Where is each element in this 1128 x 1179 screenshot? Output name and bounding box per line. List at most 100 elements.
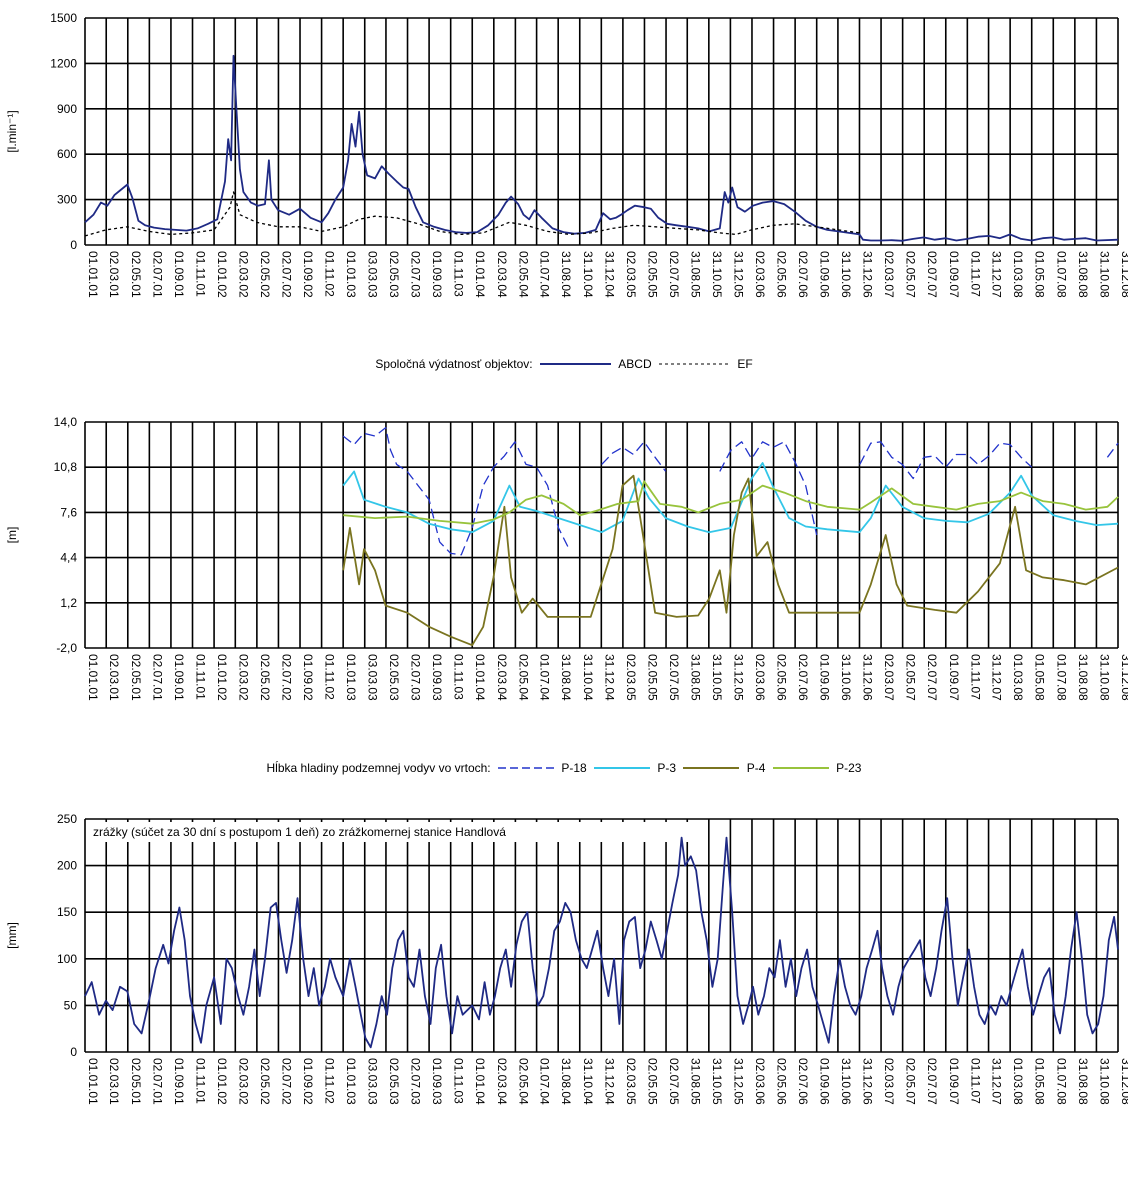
y-tick-label: 300 bbox=[57, 193, 77, 207]
x-tick-label: 02.03.04 bbox=[495, 654, 509, 701]
x-tick-label: 31.12.06 bbox=[860, 1058, 874, 1105]
x-tick-label: 02.07.01 bbox=[150, 1058, 164, 1105]
x-tick-label: 01.01.01 bbox=[86, 654, 100, 701]
x-tick-label: 02.05.02 bbox=[258, 251, 272, 298]
series-line-p-18 bbox=[859, 441, 1033, 480]
legend-discharge: Spoločná výdatnosť objektov: ABCD EF bbox=[0, 356, 1128, 371]
series-line-p-3 bbox=[342, 462, 1119, 534]
x-tick-label: 01.09.03 bbox=[430, 251, 444, 298]
x-tick-label: 01.01.03 bbox=[344, 1058, 358, 1105]
x-tick-label: 02.05.07 bbox=[904, 251, 918, 298]
x-tick-label: 01.07.08 bbox=[1054, 251, 1068, 298]
x-tick-label: 31.08.05 bbox=[688, 1058, 702, 1105]
x-tick-label: 01.01.04 bbox=[473, 251, 487, 298]
x-tick-label: 02.05.01 bbox=[129, 654, 143, 701]
x-tick-label: 01.11.07 bbox=[968, 251, 982, 297]
y-tick-label: 14,0 bbox=[54, 415, 78, 429]
x-tick-label: 31.12.04 bbox=[602, 654, 616, 701]
x-tick-label: 01.01.01 bbox=[86, 251, 100, 298]
y-tick-label: 150 bbox=[57, 905, 77, 919]
y-tick-label: 250 bbox=[57, 812, 77, 826]
x-tick-label: 01.01.02 bbox=[215, 251, 229, 298]
x-tick-label: 01.11.03 bbox=[452, 251, 466, 297]
legend-swatch-abcd bbox=[539, 362, 611, 365]
x-tick-label: 02.07.06 bbox=[796, 251, 810, 298]
x-tick-label: 02.07.05 bbox=[667, 1058, 681, 1105]
x-tick-label: 01.09.01 bbox=[172, 251, 186, 298]
x-tick-label: 02.07.07 bbox=[925, 1058, 939, 1105]
x-tick-label: 02.05.07 bbox=[904, 654, 918, 701]
x-tick-label: 01.11.01 bbox=[194, 251, 208, 297]
x-tick-label: 31.10.04 bbox=[581, 1058, 595, 1105]
x-tick-label: 31.08.08 bbox=[1076, 1058, 1090, 1105]
x-tick-label: 02.05.05 bbox=[645, 654, 659, 701]
x-tick-label: 01.03.08 bbox=[1011, 1058, 1025, 1105]
x-tick-label: 31.12.04 bbox=[602, 1058, 616, 1105]
x-tick-label: 02.07.01 bbox=[150, 654, 164, 701]
x-tick-label: 31.08.04 bbox=[559, 1058, 573, 1105]
x-tick-label: 02.07.06 bbox=[796, 654, 810, 701]
x-tick-label: 01.09.06 bbox=[818, 654, 832, 701]
x-tick-label: 02.03.01 bbox=[107, 1058, 121, 1105]
x-tick-label: 02.05.06 bbox=[775, 654, 789, 701]
x-tick-label: 01.09.06 bbox=[818, 1058, 832, 1105]
x-tick-label: 02.05.02 bbox=[258, 654, 272, 701]
series-line-s0 bbox=[84, 836, 1119, 1049]
x-tick-label: 02.05.05 bbox=[645, 1058, 659, 1105]
x-tick-label: 02.05.06 bbox=[775, 1058, 789, 1105]
x-tick-label: 02.07.03 bbox=[409, 1058, 423, 1105]
x-tick-label: 01.11.02 bbox=[323, 654, 337, 700]
x-tick-label: 02.03.05 bbox=[624, 654, 638, 701]
x-tick-label: 01.05.08 bbox=[1033, 654, 1047, 701]
x-tick-label: 31.08.08 bbox=[1076, 654, 1090, 701]
x-tick-label: 02.05.06 bbox=[775, 251, 789, 298]
x-tick-label: 31.08.08 bbox=[1076, 251, 1090, 298]
x-tick-label: 31.12.07 bbox=[990, 251, 1004, 298]
x-tick-label: 03.03.03 bbox=[366, 1058, 380, 1105]
x-tick-label: 02.03.07 bbox=[882, 654, 896, 701]
x-tick-label: 01.09.07 bbox=[947, 251, 961, 298]
legend-title: Hĺbka hladiny podzemnej vodyv vo vrtoch: bbox=[266, 760, 491, 775]
x-tick-label: 31.10.05 bbox=[710, 654, 724, 701]
chart-groundwater: -2,0 1,2 4,4 7,6 10,8 14,0 01.01.01 02.03.01 02.… bbox=[5, 415, 1128, 701]
x-tick-label: 01.01.01 bbox=[86, 1058, 100, 1105]
x-tick-label: 01.01.04 bbox=[473, 1058, 487, 1105]
y-tick-label: 0 bbox=[70, 1045, 77, 1059]
x-tick-label: 01.05.08 bbox=[1033, 251, 1047, 298]
x-tick-label: 01.07.08 bbox=[1054, 654, 1068, 701]
x-tick-label: 02.05.04 bbox=[516, 251, 530, 298]
legend-swatch-p18 bbox=[497, 767, 554, 769]
x-tick-label: 31.10.04 bbox=[581, 654, 595, 701]
x-tick-label: 01.11.07 bbox=[968, 1058, 982, 1104]
x-tick-label: 31.12.04 bbox=[602, 251, 616, 298]
x-tick-label: 02.07.05 bbox=[667, 654, 681, 701]
series-line-abcd bbox=[84, 54, 1119, 242]
x-tick-label: 01.09.01 bbox=[172, 1058, 186, 1105]
x-tick-label: 01.11.01 bbox=[194, 654, 208, 700]
x-tick-label: 02.07.03 bbox=[409, 251, 423, 298]
x-tick-label: 31.08.05 bbox=[688, 654, 702, 701]
x-tick-label: 01.09.07 bbox=[947, 654, 961, 701]
x-tick-label: 31.10.05 bbox=[710, 251, 724, 298]
x-tick-label: 01.09.02 bbox=[301, 1058, 315, 1105]
x-tick-label: 02.07.07 bbox=[925, 654, 939, 701]
x-tick-label: 02.03.02 bbox=[236, 654, 250, 701]
x-tick-label: 01.01.04 bbox=[473, 654, 487, 701]
x-tick-label: 01.01.03 bbox=[344, 654, 358, 701]
legend-entry-ef: EF bbox=[737, 356, 753, 371]
x-tick-label: 02.05.07 bbox=[904, 1058, 918, 1105]
x-tick-label: 31.12.06 bbox=[860, 654, 874, 701]
y-tick-label: 1500 bbox=[50, 11, 77, 25]
x-tick-label: 01.03.08 bbox=[1011, 654, 1025, 701]
x-tick-label: 01.07.04 bbox=[538, 251, 552, 298]
x-tick-label: 01.09.01 bbox=[172, 654, 186, 701]
y-tick-label: 7,6 bbox=[60, 505, 77, 519]
x-tick-label: 31.10.08 bbox=[1097, 251, 1111, 298]
x-tick-label: 31.12.08 bbox=[1119, 654, 1128, 701]
series-line-ef bbox=[84, 191, 860, 237]
series-line-p-18 bbox=[601, 441, 667, 472]
series-line-p-23 bbox=[343, 480, 1119, 525]
x-tick-label: 01.09.07 bbox=[947, 1058, 961, 1105]
x-tick-label: 31.12.05 bbox=[731, 654, 745, 701]
x-tick-label: 01.09.06 bbox=[818, 251, 832, 298]
